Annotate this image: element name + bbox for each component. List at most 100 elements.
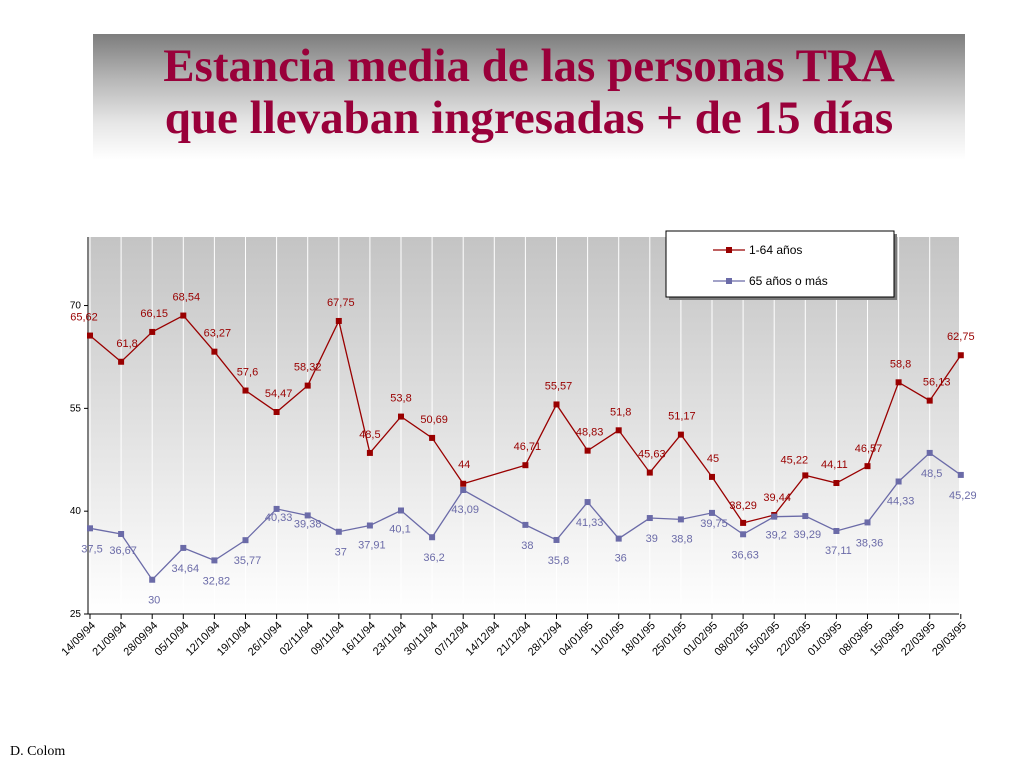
- data-point: [709, 509, 715, 516]
- legend-label-series-2: 65 años o más: [749, 274, 828, 288]
- data-point: [522, 521, 529, 528]
- data-point: [242, 387, 249, 394]
- data-point: [211, 348, 218, 355]
- data-label: 56,13: [923, 377, 951, 389]
- data-point: [709, 473, 715, 480]
- data-point: [553, 401, 560, 408]
- data-point: [398, 507, 404, 514]
- data-point: [180, 544, 187, 551]
- data-label: 66,15: [140, 308, 168, 320]
- data-label: 68,54: [173, 292, 201, 304]
- y-tick-label: 70: [70, 301, 82, 312]
- data-label: 45,22: [781, 454, 809, 466]
- footer-author: D. Colom: [10, 744, 66, 759]
- data-point: [926, 397, 933, 404]
- data-point: [304, 382, 311, 389]
- data-point: [895, 478, 902, 485]
- data-label: 36,2: [423, 552, 444, 564]
- data-point: [335, 317, 342, 324]
- data-point: [740, 519, 747, 526]
- data-point: [584, 447, 591, 454]
- data-point: [926, 449, 933, 456]
- data-label: 51,17: [668, 411, 696, 423]
- data-point: [833, 480, 840, 487]
- slide-title: Estancia media de las personas TRA que l…: [93, 40, 965, 144]
- data-point: [677, 516, 684, 523]
- data-point: [802, 513, 809, 520]
- data-label: 32,82: [203, 575, 231, 587]
- data-label: 46,71: [514, 441, 542, 453]
- series-2-line: [89, 452, 962, 581]
- data-label: 45,63: [638, 449, 666, 461]
- data-label: 39,38: [294, 518, 322, 530]
- data-point: [460, 487, 467, 494]
- data-label: 43,09: [451, 504, 479, 516]
- data-label: 38: [521, 540, 533, 552]
- series-1-line: [89, 314, 962, 524]
- y-tick-label: 40: [70, 506, 82, 517]
- data-label: 37,91: [358, 540, 386, 552]
- title-line-1: Estancia media de las personas TRA: [163, 40, 895, 92]
- data-point: [429, 434, 436, 441]
- data-point: [522, 462, 529, 469]
- data-label: 61,8: [116, 338, 137, 350]
- data-point: [429, 534, 436, 541]
- data-point: [615, 535, 622, 542]
- data-point: [615, 427, 622, 434]
- data-point: [273, 408, 280, 415]
- data-point: [677, 431, 684, 438]
- data-label: 65,62: [70, 312, 98, 324]
- legend: 1-64 años 65 años o más: [665, 230, 897, 300]
- data-label: 38,36: [856, 537, 884, 549]
- data-label: 37,5: [81, 543, 102, 555]
- data-point: [366, 449, 373, 456]
- data-label: 39,29: [794, 529, 822, 541]
- data-label: 37,11: [825, 545, 852, 557]
- data-label: 35,8: [548, 555, 569, 567]
- data-label: 45: [707, 453, 719, 465]
- data-point: [553, 536, 560, 543]
- data-point: [211, 557, 218, 564]
- data-point: [895, 379, 902, 386]
- data-label: 62,75: [947, 331, 975, 343]
- data-label: 39: [646, 533, 658, 545]
- data-label: 36: [615, 553, 627, 565]
- y-tick-label: 55: [70, 403, 82, 414]
- data-label: 35,77: [234, 555, 262, 567]
- data-point: [273, 505, 280, 512]
- data-label: 37: [335, 547, 347, 559]
- data-label: 50,69: [420, 414, 448, 426]
- title-banner: Estancia media de las personas TRA que l…: [93, 34, 965, 160]
- data-label: 48,5: [921, 468, 942, 480]
- data-point: [242, 537, 249, 544]
- legend-marker-series-2: [726, 278, 732, 284]
- data-label: 39,44: [763, 492, 791, 504]
- data-label: 63,27: [204, 328, 232, 340]
- data-point: [149, 576, 156, 583]
- data-label: 58,32: [294, 362, 322, 374]
- data-label: 36,67: [109, 545, 137, 557]
- data-label: 48,83: [576, 427, 604, 439]
- data-label: 36,63: [731, 549, 759, 561]
- data-point: [646, 469, 653, 476]
- data-label: 57,6: [237, 367, 258, 379]
- data-point: [802, 472, 809, 479]
- data-point: [118, 531, 125, 538]
- data-label: 55,57: [545, 380, 573, 392]
- data-label: 38,8: [671, 533, 692, 545]
- legend-box: [665, 230, 895, 298]
- data-label: 45,29: [949, 490, 977, 502]
- x-tick-label: 29/03/95: [930, 620, 969, 659]
- data-point: [833, 527, 840, 534]
- data-label: 53,8: [390, 393, 411, 405]
- data-point: [149, 328, 156, 335]
- data-label: 39,2: [765, 530, 786, 542]
- data-point: [957, 352, 964, 359]
- data-label: 40,33: [265, 512, 293, 524]
- data-label: 30: [148, 595, 160, 607]
- data-labels: 65,62 61,8 66,15 68,54 63,27 57,6 54,47 58,32 67…: [70, 292, 976, 607]
- data-label: 46,57: [855, 443, 883, 455]
- legend-label-series-1: 1-64 años: [749, 243, 802, 257]
- data-label: 39,75: [700, 518, 728, 530]
